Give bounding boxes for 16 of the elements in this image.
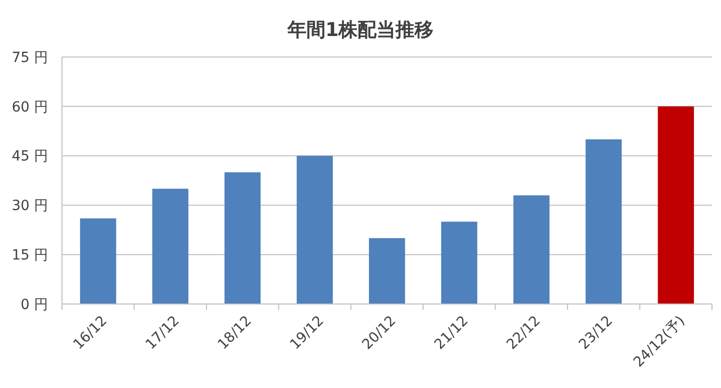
- bar: [296, 156, 333, 304]
- bar: [441, 222, 478, 304]
- bar: [586, 139, 622, 304]
- bar: [513, 195, 550, 304]
- y-tick-label: 60 円: [12, 99, 48, 116]
- bar: [658, 106, 694, 304]
- y-tick-label: 75 円: [12, 50, 48, 66]
- y-tick-label: 30 円: [12, 198, 48, 214]
- chart-title: 年間1株配当推移: [286, 19, 434, 41]
- bar: [80, 218, 116, 304]
- bar: [152, 188, 188, 304]
- y-tick-label: 0 円: [20, 296, 48, 313]
- bar: [368, 238, 406, 304]
- bar: [224, 172, 261, 304]
- y-tick-label: 45 円: [12, 148, 48, 165]
- y-tick-label: 15 円: [12, 248, 48, 264]
